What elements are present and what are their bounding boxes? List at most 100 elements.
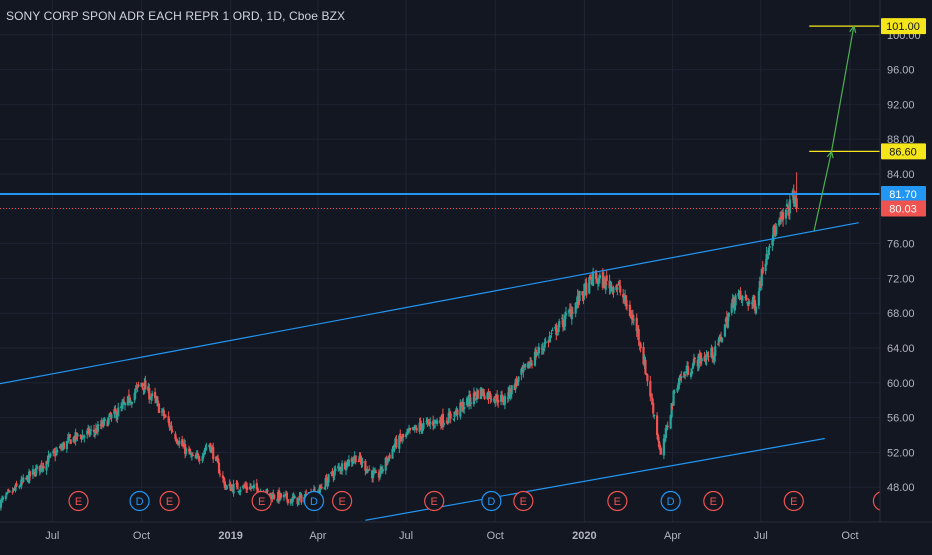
candle-body [331, 470, 334, 475]
candle-body [693, 357, 696, 359]
candle-body [768, 245, 771, 249]
candle-body [323, 487, 326, 490]
candle-body [117, 407, 120, 417]
candle-body [40, 462, 43, 469]
candle-body [684, 374, 687, 376]
candle-body [239, 489, 242, 493]
marker-ring [703, 490, 724, 512]
candle-body [530, 362, 533, 365]
candle-body [22, 477, 25, 482]
candle-body [570, 309, 573, 320]
candle-body [177, 444, 180, 446]
candle-body [232, 483, 235, 494]
candle-body [164, 415, 167, 417]
price-tick-label: 68.00 [887, 308, 915, 320]
candle-body [343, 462, 347, 470]
candle-body [625, 304, 629, 306]
price-axis-background [880, 0, 932, 550]
candle-body [160, 411, 163, 413]
candle-body [49, 453, 52, 457]
candle-body [25, 478, 28, 480]
target-price-tag-background [881, 18, 926, 35]
candle-body [327, 474, 330, 483]
candle-body [402, 433, 405, 438]
candle-body [449, 413, 452, 419]
candle-body [624, 295, 628, 306]
price-tick-label: 56.00 [887, 413, 915, 425]
candle-body [136, 384, 139, 388]
candle-body [150, 397, 153, 400]
candle-body [320, 487, 323, 489]
resistance-price-tag: 81.70 [881, 186, 926, 203]
candle-body [594, 270, 598, 280]
time-tick-label: Apr [664, 530, 681, 542]
candle-body [83, 435, 86, 438]
candle-body [689, 372, 693, 377]
candle-body [380, 466, 383, 471]
time-tick-label: Apr [309, 530, 326, 542]
price-tick-label: 60.00 [887, 378, 915, 390]
time-axis[interactable]: Jul Oct 2019 Apr Jul Oct 2020 Apr Jul Oct [45, 530, 858, 542]
candle-body [720, 337, 724, 342]
candle-body [210, 446, 213, 453]
marker-letter: E [431, 496, 438, 508]
candle-body [468, 394, 472, 402]
price-axis[interactable]: 48.00 52.00 56.00 60.00 64.00 68.00 72.00 76.00… [887, 30, 921, 494]
earnings-marker: E [607, 490, 628, 512]
candle-body [642, 346, 645, 365]
candle-body [588, 277, 591, 294]
candle-body [628, 304, 632, 317]
candle-body [469, 402, 473, 404]
candle-body [404, 434, 408, 437]
candle-body [12, 488, 15, 491]
candle-body [68, 434, 71, 438]
candle-body [792, 190, 795, 204]
candle-body [698, 353, 701, 357]
candle-body [408, 427, 412, 431]
candle-body [334, 468, 337, 472]
candle-body [216, 458, 220, 464]
candle-body [496, 395, 499, 402]
candle-body [543, 342, 546, 348]
candle-body [784, 209, 788, 219]
candle-body [561, 320, 565, 328]
candle-body [646, 374, 649, 382]
candle-body [673, 392, 676, 394]
candle-body [669, 415, 672, 429]
candle-body [657, 441, 661, 448]
candle-body [631, 314, 634, 320]
candle-body [730, 303, 733, 313]
candle-body [596, 282, 600, 285]
candle-body [517, 376, 520, 382]
candle-body [298, 495, 301, 498]
candle-body [605, 275, 608, 281]
candle-body [381, 469, 384, 472]
time-axis-background [0, 522, 932, 550]
candle-body [761, 267, 764, 274]
candle-body [107, 417, 110, 425]
candle-body [202, 452, 205, 458]
candle-body [653, 415, 656, 417]
candle-body [482, 389, 485, 397]
candle-body [270, 493, 273, 496]
candle-body [212, 447, 215, 460]
candle-body [678, 378, 681, 386]
candle-body [163, 416, 166, 418]
candle-body [598, 274, 602, 279]
candle-body [533, 351, 537, 366]
candle-body [15, 483, 18, 487]
candle-body [79, 435, 82, 437]
candle-body [293, 495, 296, 499]
candle-body [221, 475, 225, 479]
price-tick-label: 76.00 [887, 239, 915, 251]
candle-body [133, 392, 136, 401]
candle-body [53, 451, 56, 453]
candle-body [741, 296, 744, 301]
candle-body [617, 283, 620, 286]
dividend-marker: D [129, 490, 150, 512]
candle-body [597, 277, 601, 282]
candle-body [47, 455, 50, 463]
candle-body [203, 450, 206, 453]
